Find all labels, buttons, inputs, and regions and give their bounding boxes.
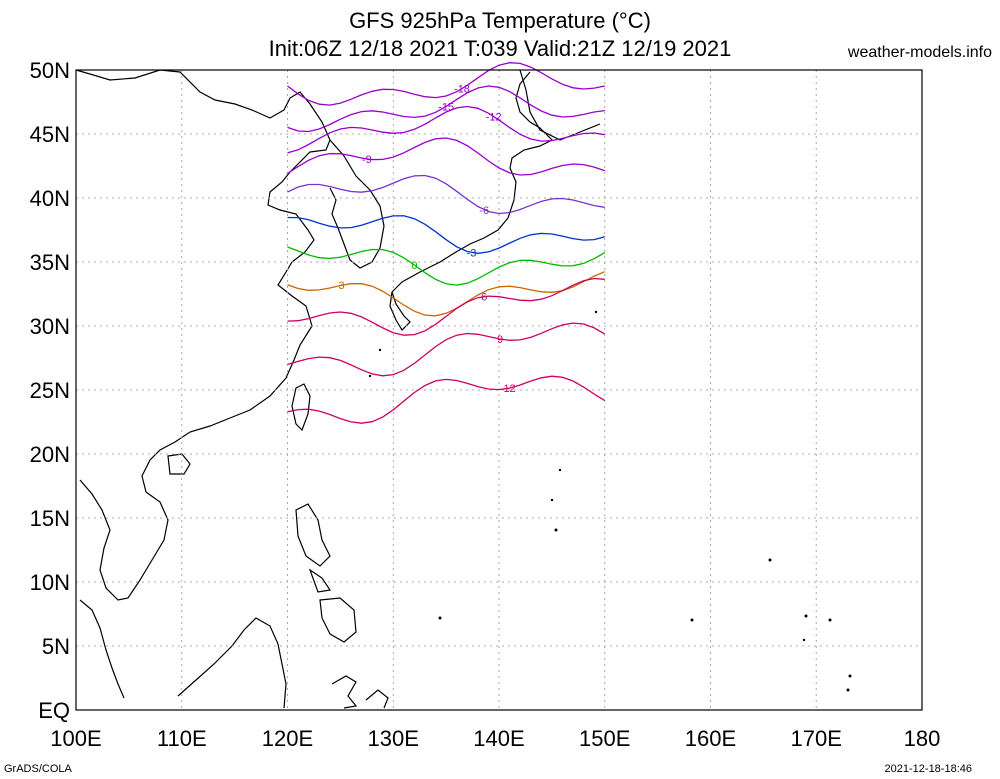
- isotherm-label: 9: [497, 334, 503, 346]
- isotherm-label: 0: [411, 260, 417, 272]
- x-tick-label: 120E: [262, 726, 313, 751]
- y-tick-label: 5N: [42, 634, 70, 659]
- map-title: GFS 925hPa Temperature (°C): [349, 8, 651, 33]
- site-credit: weather-models.info: [847, 44, 992, 61]
- y-tick-label: 50N: [30, 58, 70, 83]
- plot-frame: [75, 69, 923, 711]
- coastlines: [75, 69, 601, 709]
- isotherm-line: [287, 375, 606, 424]
- x-tick-label: 100E: [50, 726, 101, 751]
- isotherm-line: [287, 174, 605, 215]
- asia-coastline: [75, 69, 331, 601]
- y-tick-label: 30N: [30, 314, 70, 339]
- footer-timestamp: 2021-12-18-18:46: [884, 763, 972, 775]
- x-tick-label: 160E: [685, 726, 736, 751]
- axis-labels: 100E 110E 120E 130E 140E 150E 160E 170E 180 EQ 5N 1…: [30, 58, 941, 751]
- isotherm-line: [287, 246, 606, 286]
- x-tick-label: 170E: [791, 726, 842, 751]
- isotherm-line: [287, 277, 605, 336]
- visayas: [308, 568, 332, 593]
- luzon: [295, 503, 331, 567]
- footer-software: GrADS/COLA: [4, 763, 72, 775]
- small-islands: [368, 310, 852, 692]
- newguinea-coastline: [365, 689, 389, 709]
- isotherm-label: 12: [503, 383, 515, 395]
- x-tick-label: 140E: [473, 726, 524, 751]
- isotherm-label: -6: [479, 205, 489, 217]
- isotherm-line: [287, 105, 605, 154]
- sakhalin-coastline: [519, 69, 601, 141]
- isotherm-line: [287, 215, 605, 254]
- taiwan-coastline: [291, 383, 311, 432]
- sulawesi-coastline: [331, 675, 358, 709]
- x-tick-label: 110E: [157, 726, 207, 751]
- mindanao: [319, 597, 357, 643]
- isotherm-label: 3: [338, 280, 344, 292]
- isotherm-label: -3: [467, 248, 477, 260]
- isotherm-line: [287, 271, 606, 317]
- y-tick-label: 35N: [30, 250, 70, 275]
- isotherm-line: [287, 137, 606, 176]
- y-tick-label: 45N: [30, 122, 70, 147]
- isotherm-line: [287, 322, 606, 377]
- isotherm-line: [287, 62, 605, 106]
- y-tick-label: 15N: [30, 506, 70, 531]
- y-tick-label: 25N: [30, 378, 70, 403]
- isotherm-label: -12: [486, 111, 502, 123]
- y-tick-label: EQ: [38, 698, 70, 723]
- isotherm-label: -9: [362, 154, 372, 166]
- isotherm-label: -18: [454, 84, 470, 96]
- x-tick-label: 150E: [579, 726, 630, 751]
- isotherm-line: [287, 85, 605, 133]
- x-tick-label: 130E: [368, 726, 419, 751]
- japan-coastline: [391, 71, 554, 293]
- malay-peninsula: [79, 599, 125, 699]
- y-tick-label: 20N: [30, 442, 70, 467]
- hainan-coastline: [167, 453, 191, 475]
- y-tick-label: 10N: [30, 570, 70, 595]
- x-tick-label: 180: [904, 726, 941, 751]
- y-tick-label: 40N: [30, 186, 70, 211]
- map-subtitle: Init:06Z 12/18 2021 T:039 Valid:21Z 12/1…: [268, 36, 732, 61]
- borneo-coastline: [177, 617, 287, 709]
- isotherm-label: 6: [481, 291, 487, 303]
